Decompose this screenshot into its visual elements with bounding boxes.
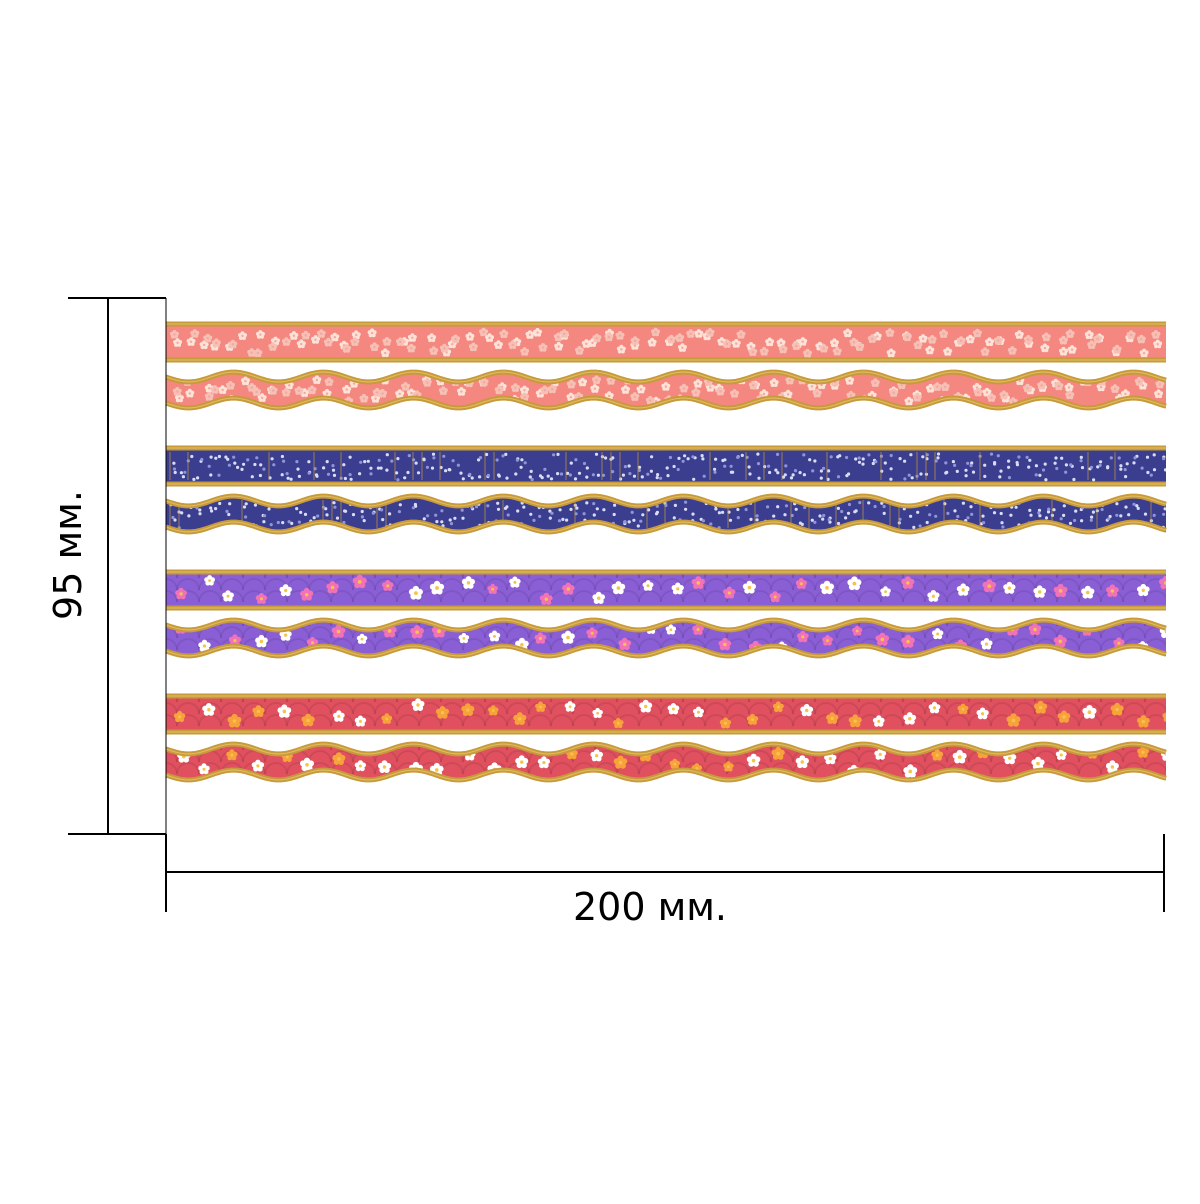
tape-strip-peach-blossom-straight [166, 321, 1166, 363]
height-dimension-label: 95 мм. [46, 490, 90, 620]
tape-strip-navy-dots-wavy [165, 493, 1167, 535]
width-dimension-label: 200 мм. [572, 885, 728, 929]
tape-pattern [169, 452, 1166, 482]
tape-base [166, 446, 1166, 486]
tape-strip-lavender-plum-straight [166, 569, 1166, 611]
tape-strip-peach-blossom-wavy [165, 369, 1167, 411]
tape-strip-lavender-plum-wavy [165, 617, 1167, 659]
tape-base [166, 570, 1166, 610]
dimension-lines [68, 297, 1165, 912]
tape-strips [165, 321, 1167, 783]
tape-base [166, 694, 1166, 734]
tape-strip-rose-plum-straight [166, 693, 1166, 735]
tape-strip-navy-dots-straight [166, 445, 1166, 487]
tape-strip-rose-plum-wavy [165, 741, 1167, 783]
tape-pattern [170, 327, 1163, 358]
